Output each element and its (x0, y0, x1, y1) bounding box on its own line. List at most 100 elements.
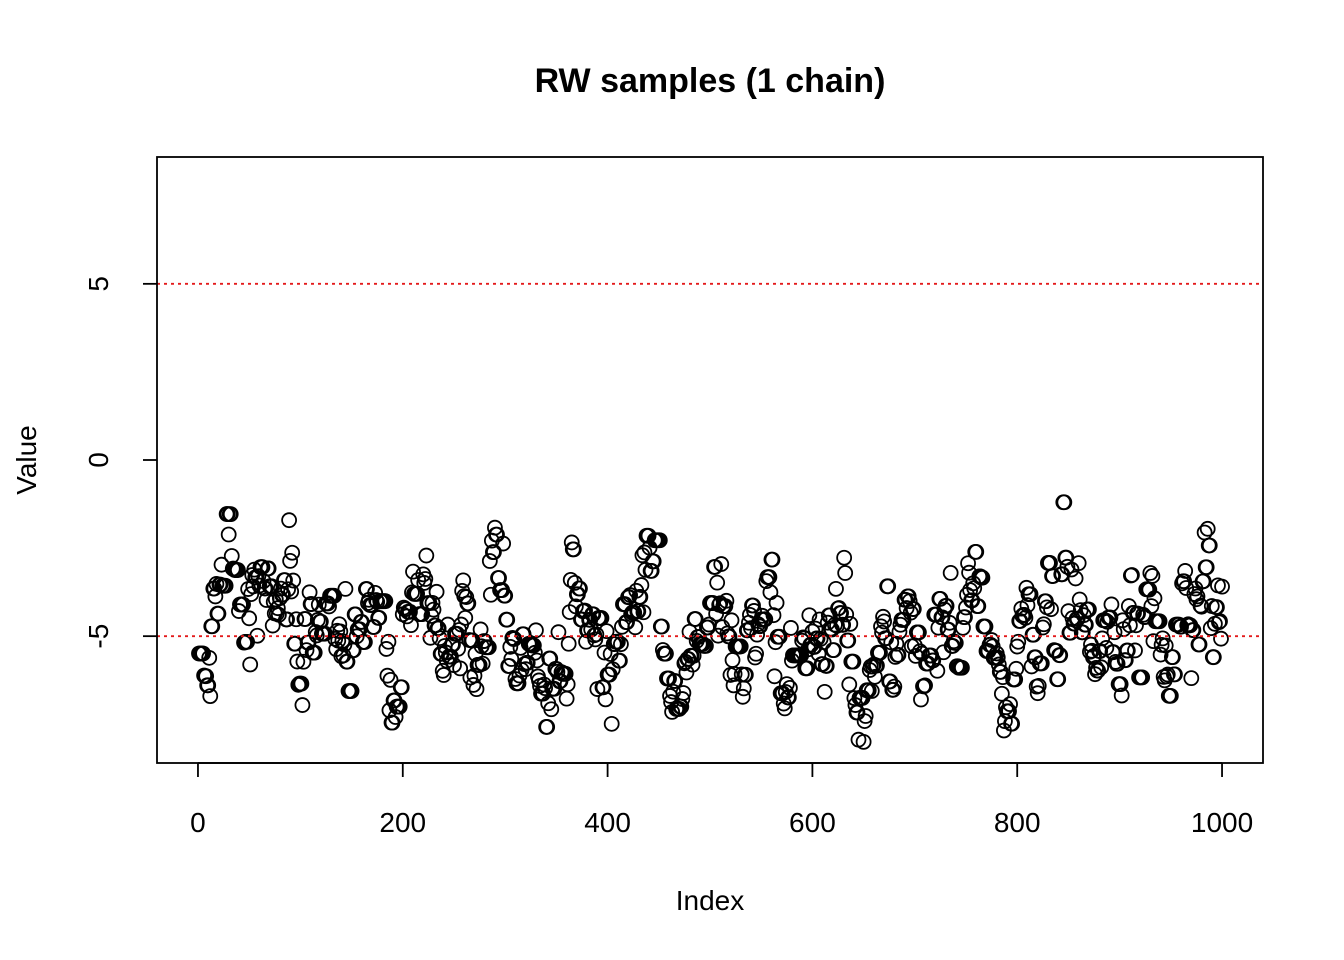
data-point (597, 691, 614, 708)
data-point (888, 635, 905, 652)
data-point (1124, 567, 1140, 583)
data-point (487, 519, 503, 536)
data-point (1007, 671, 1024, 688)
data-point (379, 667, 396, 684)
data-point (1152, 646, 1169, 663)
data-point (503, 651, 520, 667)
data-point (970, 598, 987, 615)
data-point (1178, 580, 1195, 596)
data-point (734, 688, 751, 705)
data-point (271, 590, 288, 607)
data-point (465, 677, 482, 693)
data-point (1119, 642, 1136, 659)
data-point (960, 555, 976, 572)
data-point (387, 709, 404, 725)
data-point (633, 577, 650, 593)
data-point (284, 544, 301, 561)
data-point (480, 639, 497, 656)
data-point (898, 600, 915, 616)
data-points (191, 494, 1230, 750)
data-point (460, 595, 477, 612)
data-point (613, 636, 629, 653)
data-point (285, 572, 302, 589)
data-point (198, 668, 215, 685)
data-point (783, 620, 799, 636)
data-point (1094, 630, 1111, 647)
data-point (929, 662, 946, 679)
data-point (428, 583, 445, 600)
data-point (826, 642, 842, 659)
data-point (343, 683, 360, 699)
data-point (632, 589, 649, 605)
data-point (994, 669, 1011, 686)
data-point (761, 569, 778, 586)
data-point (1022, 586, 1039, 603)
data-point (968, 543, 985, 560)
data-point (603, 715, 620, 732)
data-point (838, 606, 855, 623)
data-point (301, 584, 318, 601)
data-point (1143, 598, 1160, 615)
data-point (713, 556, 730, 572)
data-point (1205, 649, 1222, 666)
data-point (1183, 670, 1200, 687)
data-point (260, 560, 277, 577)
data-point (1128, 617, 1144, 634)
data-point (799, 660, 816, 677)
data-point (577, 602, 593, 619)
data-point (882, 673, 899, 690)
data-point (217, 577, 234, 594)
data-point (468, 681, 485, 698)
data-point (1151, 613, 1168, 630)
data-point (977, 618, 994, 635)
y-axis-label: Value (11, 425, 42, 495)
data-point (1195, 573, 1212, 590)
data-point (636, 544, 653, 561)
data-point (280, 581, 296, 598)
data-point (1035, 616, 1052, 633)
data-point (687, 611, 704, 627)
data-point (818, 658, 835, 674)
data-point (1162, 687, 1179, 704)
data-point (337, 581, 354, 597)
data-point (229, 562, 246, 578)
data-point (539, 719, 556, 735)
data-point (588, 626, 605, 643)
data-point (486, 544, 502, 561)
data-point (866, 668, 883, 685)
data-point (452, 660, 469, 677)
x-tick-label: 0 (190, 807, 206, 838)
data-point (1002, 696, 1018, 713)
data-point (801, 607, 818, 624)
data-point (1043, 601, 1059, 618)
data-point (306, 644, 323, 661)
data-point (235, 596, 251, 613)
data-point (938, 597, 955, 614)
data-point (557, 665, 574, 682)
data-point (380, 633, 397, 650)
data-point (974, 569, 991, 586)
data-point (1112, 676, 1129, 693)
data-point (1185, 622, 1202, 638)
data-point (1211, 614, 1227, 631)
data-point (202, 688, 219, 705)
data-point (1048, 642, 1065, 659)
data-point (435, 667, 452, 683)
data-point (1134, 669, 1151, 686)
data-point (366, 619, 383, 635)
data-point (911, 624, 927, 641)
data-point (1059, 558, 1076, 575)
data-point (403, 617, 419, 634)
data-point (497, 587, 514, 604)
data-point (954, 659, 970, 676)
data-point (768, 594, 785, 611)
data-point (310, 596, 327, 613)
data-point (1159, 666, 1176, 683)
data-point (543, 701, 560, 718)
data-point (424, 594, 441, 611)
data-point (658, 645, 674, 662)
data-point (836, 549, 853, 566)
data-point (1167, 666, 1183, 683)
data-point (1146, 590, 1163, 607)
data-point (1196, 524, 1213, 541)
